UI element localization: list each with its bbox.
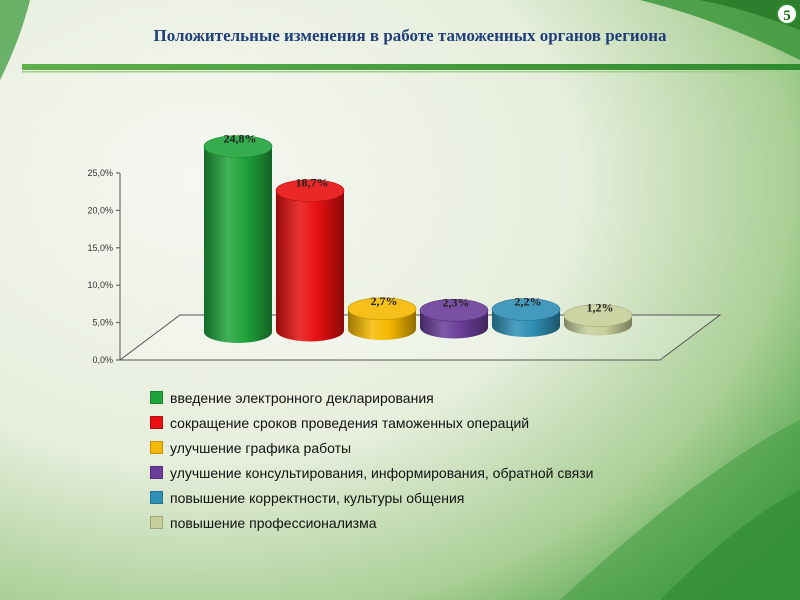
bar-top: [275, 179, 345, 202]
y-tick-label: 0,0%: [92, 355, 113, 365]
legend-item: повышение профессионализма: [150, 510, 594, 535]
bar: [275, 179, 345, 342]
data-label: 18,7%: [296, 176, 329, 190]
bar-top: [563, 304, 633, 327]
bar-top: [203, 135, 273, 158]
y-tick-label: 10,0%: [87, 280, 113, 290]
bar: [563, 304, 633, 336]
data-label: 2,3%: [443, 295, 470, 309]
legend-label: улучшение консультирования, информирован…: [170, 464, 594, 481]
legend-item: улучшение графика работы: [150, 435, 594, 460]
legend-swatch: [150, 441, 163, 454]
bar: [347, 297, 417, 340]
legend-label: сокращение сроков проведения таможенных …: [170, 414, 530, 431]
legend-item: повышение корректности, культуры общения: [150, 485, 594, 510]
page-number-badge: 5: [776, 3, 798, 25]
y-tick-label: 20,0%: [87, 205, 113, 215]
legend-label: повышение профессионализма: [170, 514, 377, 531]
bar: [203, 135, 273, 343]
data-label: 2,7%: [371, 294, 398, 308]
legend-item: сокращение сроков проведения таможенных …: [150, 410, 594, 435]
bar: [491, 298, 561, 337]
legend-item: улучшение консультирования, информирован…: [150, 460, 594, 485]
data-label: 24,8%: [224, 131, 257, 145]
legend-swatch: [150, 516, 163, 529]
slide-title: Положительные изменения в работе таможен…: [153, 26, 667, 45]
bar-top: [347, 297, 417, 321]
legend-swatch: [150, 466, 163, 479]
legend-label: введение электронного декларирования: [170, 389, 434, 406]
chart-legend: введение электронного декларирования сок…: [150, 385, 594, 535]
data-label: 2,2%: [515, 295, 542, 309]
legend-label: повышение корректности, культуры общения: [170, 489, 465, 506]
y-tick-label: 25,0%: [87, 168, 113, 178]
bar-body: [276, 190, 344, 342]
bar-top: [491, 298, 561, 321]
legend-swatch: [150, 416, 163, 429]
y-tick-label: 5,0%: [92, 318, 113, 328]
y-tick-label: 15,0%: [87, 243, 113, 253]
bar-body: [204, 146, 272, 343]
legend-label: улучшение графика работы: [170, 439, 352, 456]
bar: [419, 298, 489, 339]
legend-swatch: [150, 391, 163, 404]
data-label: 1,2%: [587, 301, 614, 315]
legend-item: введение электронного декларирования: [150, 385, 594, 410]
bar-top: [419, 298, 489, 322]
legend-swatch: [150, 491, 163, 504]
